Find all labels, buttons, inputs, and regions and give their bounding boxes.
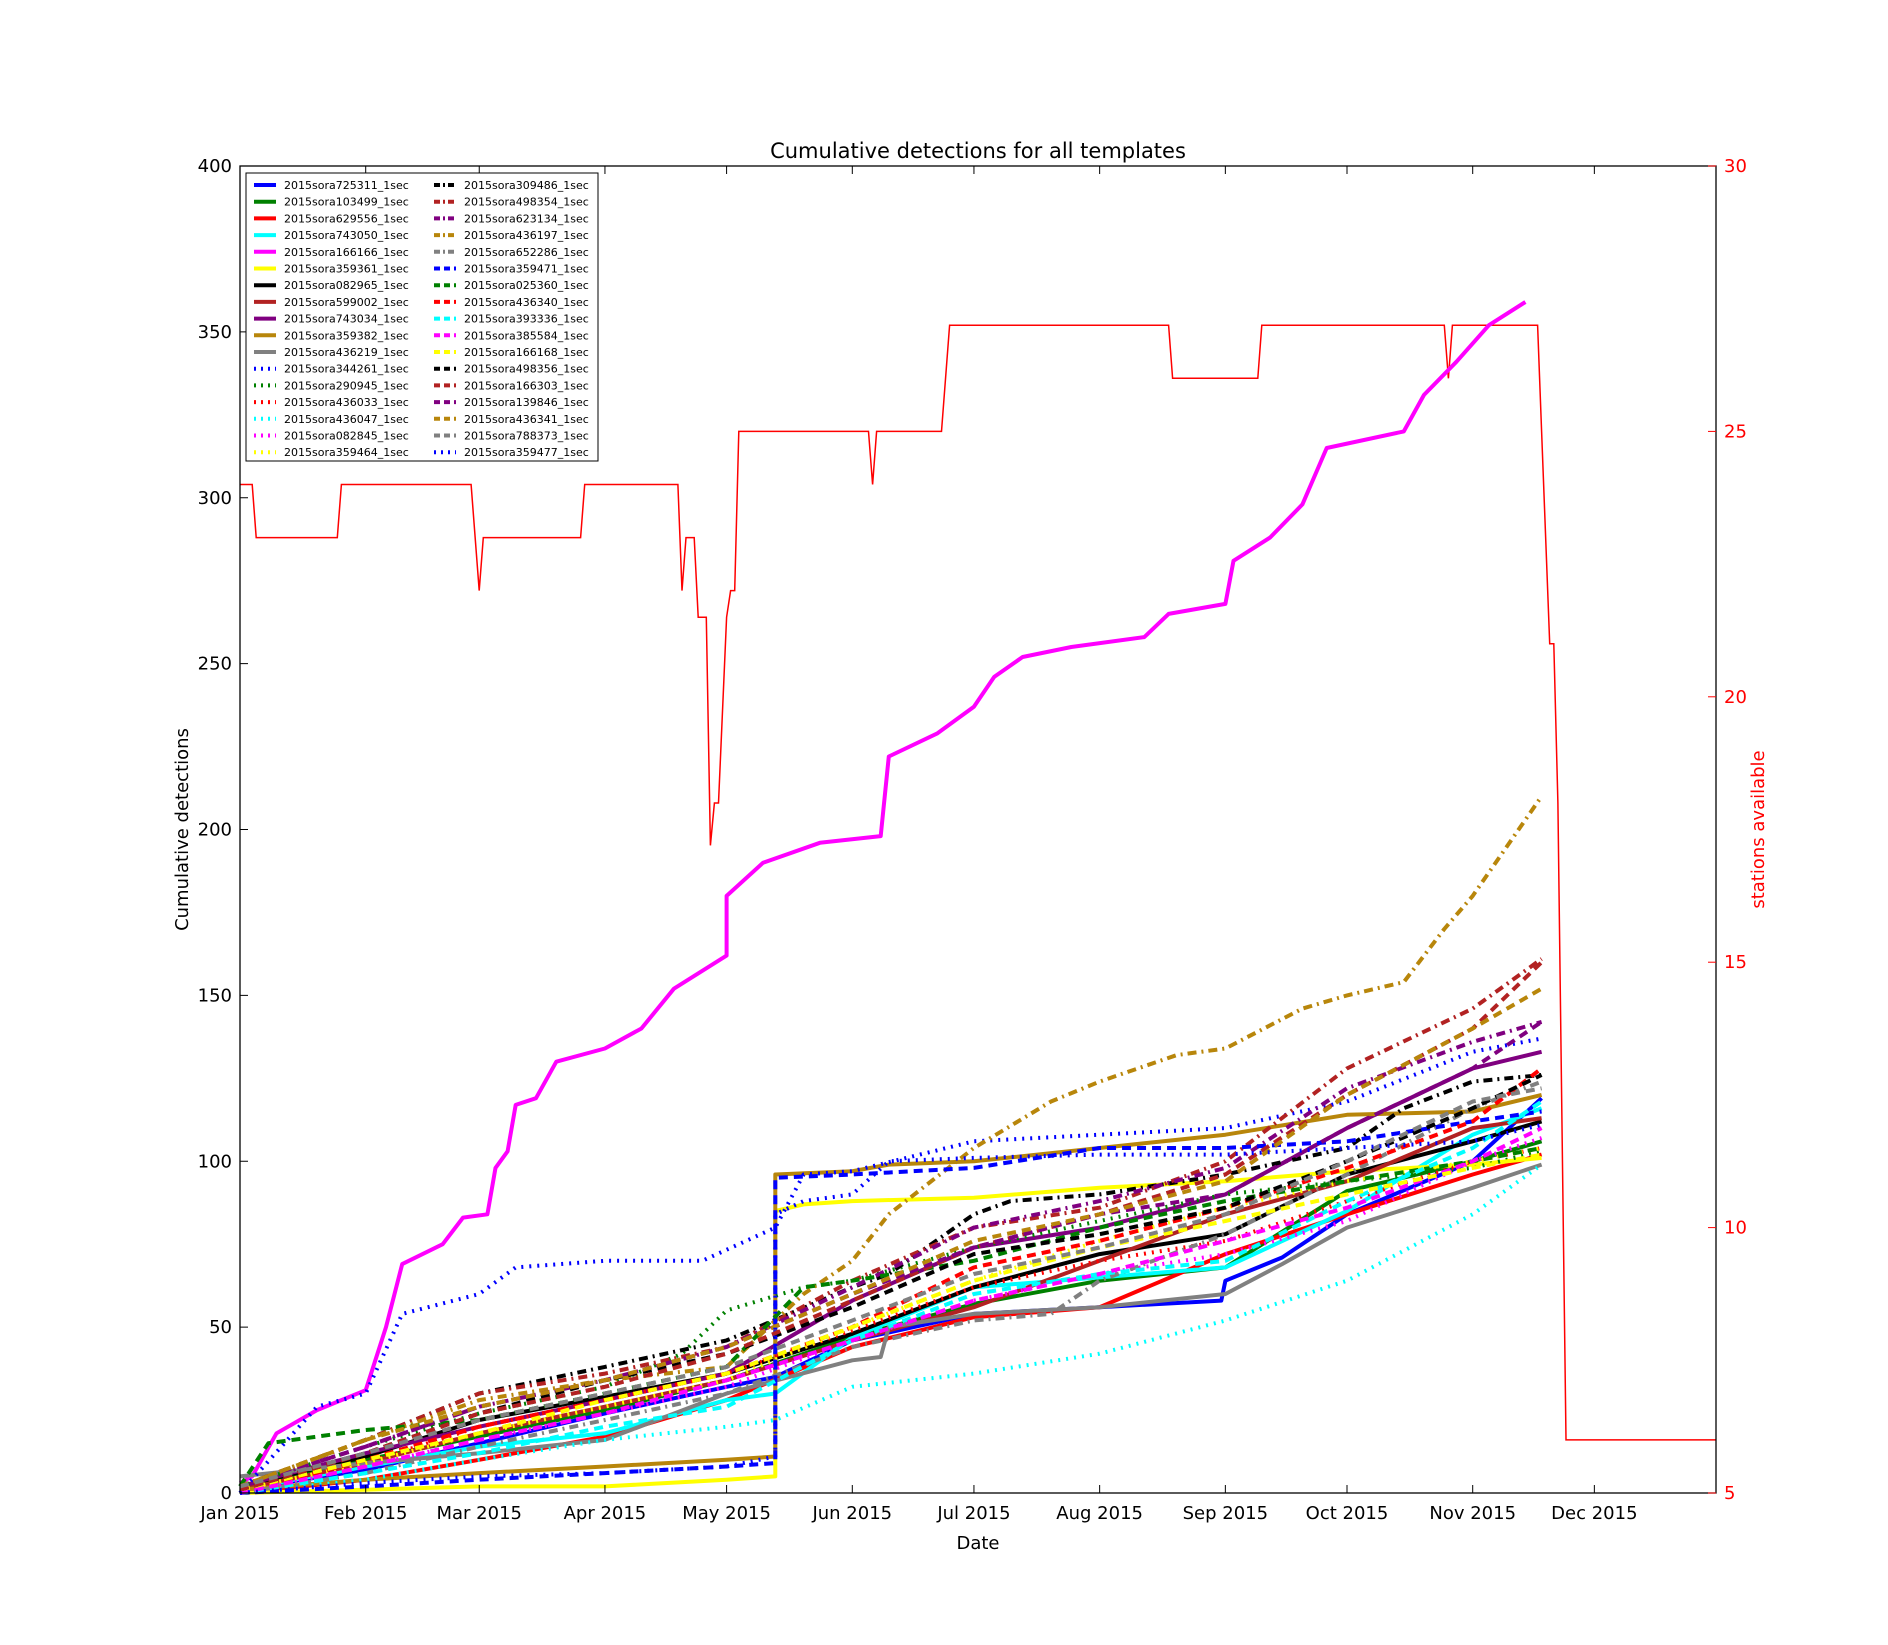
series-line-2015sora436341_1sec [239, 986, 1543, 1489]
legend-label: 2015sora599002_1sec [284, 296, 409, 309]
stations-available-line [240, 324, 1716, 1441]
y-tick-label: 0 [221, 1483, 232, 1504]
x-tick-label: Dec 2015 [1551, 1503, 1637, 1524]
x-tick-label: Oct 2015 [1306, 1503, 1389, 1524]
y-tick-label: 250 [198, 654, 232, 675]
y-tick-label: 350 [198, 322, 232, 343]
y2-tick-label: 30 [1724, 156, 1747, 177]
series-line-2015sora166168_1sec [239, 1152, 1542, 1492]
y-tick-label: 200 [198, 820, 232, 841]
series-line-2015sora652286_1sec [239, 1079, 1543, 1495]
legend-label: 2015sora082965_1sec [284, 279, 409, 292]
y2-tick-label: 10 [1724, 1218, 1747, 1239]
legend-label: 2015sora344261_1sec [284, 363, 409, 376]
y2-tick-label: 20 [1724, 687, 1747, 708]
series-line-2015sora385584_1sec [239, 1126, 1543, 1495]
series-line-2015sora788373_1sec [239, 1086, 1542, 1489]
legend-label: 2015sora025360_1sec [464, 279, 589, 292]
legend: 2015sora725311_1sec 2015sora103499_1sec 20… [245, 172, 599, 462]
series-line-2015sora359361_1sec [239, 1155, 1542, 1495]
series-line-2015sora025360_1sec [238, 1146, 1542, 1488]
legend-label: 2015sora359464_1sec [284, 446, 409, 459]
x-tick-label: Nov 2015 [1429, 1503, 1516, 1524]
legend-label: 2015sora082845_1sec [284, 430, 409, 443]
series-line-2015sora359471_1sec [239, 1109, 1542, 1495]
y-axis-label: Cumulative detections [172, 728, 193, 931]
legend-label: 2015sora623134_1sec [464, 212, 589, 225]
legend-label: 2015sora436341_1sec [464, 413, 589, 426]
x-tick-label: Feb 2015 [324, 1503, 407, 1524]
y2-tick-label: 25 [1724, 421, 1747, 442]
legend-label: 2015sora743050_1sec [284, 229, 409, 242]
series-line-2015sora393336_1sec [239, 1099, 1543, 1495]
legend-label: 2015sora436033_1sec [284, 396, 409, 409]
legend-label: 2015sora359361_1sec [284, 263, 409, 276]
legend-label: 2015sora309486_1sec [464, 179, 589, 192]
x-axis-label: Date [956, 1533, 999, 1554]
series-line-2015sora498354_1sec [239, 957, 1543, 1489]
y2-tick-label: 5 [1724, 1483, 1735, 1504]
legend-label: 2015sora788373_1sec [464, 430, 589, 443]
legend-label: 2015sora725311_1sec [284, 179, 409, 192]
series-line-2015sora436047_1sec [239, 1162, 1543, 1495]
x-tick-label: Mar 2015 [436, 1503, 522, 1524]
stations-layer [240, 324, 1716, 1441]
legend-label: 2015sora436197_1sec [464, 229, 589, 242]
x-tick-label: May 2015 [682, 1503, 771, 1524]
y-tick-label: 150 [198, 985, 232, 1006]
x-tick-label: Jan 2015 [199, 1503, 279, 1524]
axes-layer: 0 50 100 150 200 250 300 350 400 5 10 15 20 25 30 Jan 2… [198, 156, 1747, 1524]
legend-box [245, 172, 599, 462]
x-tick-label: Jun 2015 [811, 1503, 892, 1524]
legend-label: 2015sora166166_1sec [284, 246, 409, 259]
legend-label: 2015sora498354_1sec [464, 196, 589, 209]
series-line-2015sora344261_1sec [238, 1036, 1542, 1495]
legend-label: 2015sora166303_1sec [464, 379, 589, 392]
series-layer [238, 300, 1544, 1495]
series-line-2015sora436033_1sec [239, 1146, 1542, 1492]
legend-label: 2015sora290945_1sec [284, 379, 409, 392]
legend-label: 2015sora385584_1sec [464, 329, 589, 342]
y-tick-label: 100 [198, 1151, 232, 1172]
legend-label: 2015sora629556_1sec [284, 212, 409, 225]
chart-title: Cumulative detections for all templates [770, 139, 1186, 163]
y2-axis-label: stations available [1748, 750, 1769, 908]
y2-tick-label: 15 [1724, 952, 1747, 973]
legend-label: 2015sora139846_1sec [464, 396, 589, 409]
series-line-2015sora309486_1sec [239, 1073, 1542, 1489]
x-tick-label: Sep 2015 [1183, 1503, 1268, 1524]
y-tick-label: 300 [198, 488, 232, 509]
legend-label: 2015sora436219_1sec [284, 346, 409, 359]
y-tick-label: 400 [198, 156, 232, 177]
series-line-2015sora743050_1sec [239, 1106, 1543, 1492]
legend-label: 2015sora436340_1sec [464, 296, 589, 309]
x-tick-label: Apr 2015 [564, 1503, 647, 1524]
x-tick-label: Aug 2015 [1056, 1503, 1143, 1524]
x-tick-label: Jul 2015 [936, 1503, 1010, 1524]
legend-label: 2015sora103499_1sec [284, 196, 409, 209]
legend-label: 2015sora436047_1sec [284, 413, 409, 426]
series-line-2015sora436340_1sec [239, 1066, 1543, 1495]
legend-label: 2015sora743034_1sec [284, 313, 409, 326]
series-line-2015sora166166_1sec [239, 300, 1527, 1485]
legend-label: 2015sora359382_1sec [284, 329, 409, 342]
legend-label: 2015sora359471_1sec [464, 263, 589, 276]
y-tick-label: 50 [209, 1317, 232, 1338]
legend-label: 2015sora393336_1sec [464, 313, 589, 326]
legend-label: 2015sora166168_1sec [464, 346, 589, 359]
legend-label: 2015sora498356_1sec [464, 363, 589, 376]
legend-label: 2015sora652286_1sec [464, 246, 589, 259]
legend-label: 2015sora359477_1sec [464, 446, 589, 459]
